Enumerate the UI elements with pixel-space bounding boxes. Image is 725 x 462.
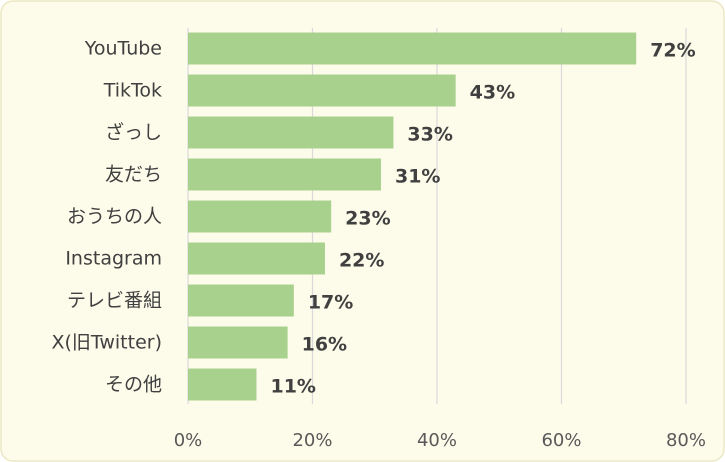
bar: [188, 326, 288, 359]
value-label: 17%: [308, 292, 353, 314]
category-label: おうちの人: [67, 206, 162, 228]
bar: [188, 368, 257, 401]
value-label: 72%: [650, 40, 695, 62]
value-label: 11%: [270, 376, 315, 398]
value-label: 16%: [302, 334, 347, 356]
value-labels: 72% 43% 33% 31%23% 22% 17% 16% 11%: [270, 40, 695, 398]
value-label: 23%: [345, 208, 390, 230]
category-label: テレビ番組: [67, 290, 162, 312]
category-label: 友だち: [105, 164, 162, 186]
x-tick-label: 60%: [541, 430, 581, 451]
x-axis-tick-labels: 0% 20% 40% 60% 80%: [174, 430, 706, 451]
x-tick-label: 40%: [417, 430, 457, 451]
bar: [188, 74, 456, 107]
value-label: 43%: [470, 82, 515, 104]
category-label: X(旧Twitter): [51, 332, 162, 354]
bar: [188, 284, 294, 317]
category-label: YouTube: [84, 38, 162, 60]
bar: [188, 158, 381, 191]
value-label: 33%: [407, 124, 452, 146]
x-tick-label: 0%: [174, 430, 203, 451]
bar: [188, 32, 637, 65]
bar: [188, 116, 394, 149]
category-label: Instagram: [65, 248, 162, 270]
bars: [188, 32, 637, 401]
x-tick-label: 20%: [292, 430, 332, 451]
category-label: TikTok: [103, 80, 162, 102]
bar: [188, 242, 325, 275]
value-label: 22%: [339, 250, 384, 272]
x-tick-label: 80%: [666, 430, 706, 451]
category-label: その他: [105, 374, 162, 396]
category-label: ざっし: [105, 121, 162, 144]
bar: [188, 200, 332, 233]
value-label: 31%: [395, 166, 440, 188]
